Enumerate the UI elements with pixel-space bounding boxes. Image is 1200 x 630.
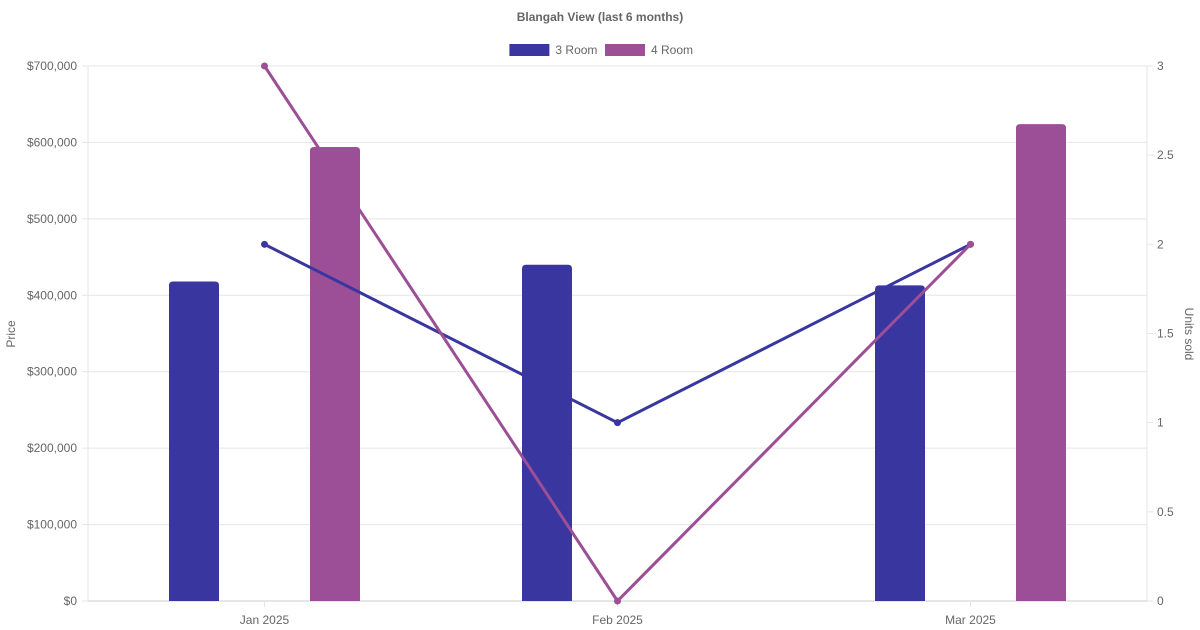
bar-3-room bbox=[875, 285, 925, 601]
right-axis: 0 0.5 1 1.5 2 2.5 3 bbox=[1157, 59, 1174, 608]
right-tick-label: 2.5 bbox=[1157, 148, 1174, 162]
right-tick-label: 0 bbox=[1157, 594, 1164, 608]
right-tick-label: 1 bbox=[1157, 416, 1164, 430]
right-tick-label: 2 bbox=[1157, 237, 1164, 251]
left-tick-label: $400,000 bbox=[27, 288, 77, 302]
chart-title: Blangah View (last 6 months) bbox=[517, 10, 683, 24]
left-tick-label: $100,000 bbox=[27, 518, 77, 532]
right-axis-title: Units sold bbox=[1182, 308, 1196, 361]
left-tick-label: $500,000 bbox=[27, 212, 77, 226]
left-tick-label: $0 bbox=[64, 594, 78, 608]
grid bbox=[82, 65, 1153, 602]
bars bbox=[169, 124, 1066, 601]
bar-4-room bbox=[310, 147, 360, 601]
left-axis-title: Price bbox=[4, 320, 18, 348]
right-tick-label: 3 bbox=[1157, 59, 1164, 73]
legend-swatch[interactable] bbox=[605, 44, 645, 56]
left-tick-label: $600,000 bbox=[27, 135, 77, 149]
lines bbox=[261, 62, 974, 605]
point-3-room bbox=[614, 419, 621, 427]
x-tick-label: Mar 2025 bbox=[945, 613, 996, 627]
x-axis: Jan 2025 Feb 2025 Mar 2025 bbox=[240, 601, 996, 627]
line-4-room bbox=[263, 65, 972, 603]
x-tick-label: Feb 2025 bbox=[592, 613, 643, 627]
right-tick-label: 1.5 bbox=[1157, 327, 1174, 341]
left-axis: $0 $100,000 $200,000 $300,000 $400,000 $500,0… bbox=[27, 59, 77, 608]
legend-swatch[interactable] bbox=[509, 44, 550, 56]
bar-3-room bbox=[169, 281, 219, 601]
left-tick-label: $200,000 bbox=[27, 441, 77, 455]
left-tick-label: $700,000 bbox=[27, 59, 77, 73]
left-tick-label: $300,000 bbox=[27, 365, 77, 379]
right-tick-label: 0.5 bbox=[1157, 505, 1174, 519]
point-4-room bbox=[614, 597, 621, 605]
point-4-room bbox=[261, 62, 268, 70]
x-tick-label: Jan 2025 bbox=[240, 613, 290, 627]
legend: 3 Room 4 Room bbox=[509, 43, 693, 57]
legend-item-label[interactable]: 3 Room bbox=[555, 43, 597, 57]
point-3-room bbox=[261, 240, 268, 248]
bar-4-room bbox=[1016, 124, 1066, 601]
point-4-room bbox=[967, 240, 974, 248]
bar-3-room bbox=[522, 264, 572, 601]
legend-item-label[interactable]: 4 Room bbox=[651, 43, 693, 57]
line-3-room bbox=[263, 242, 972, 425]
